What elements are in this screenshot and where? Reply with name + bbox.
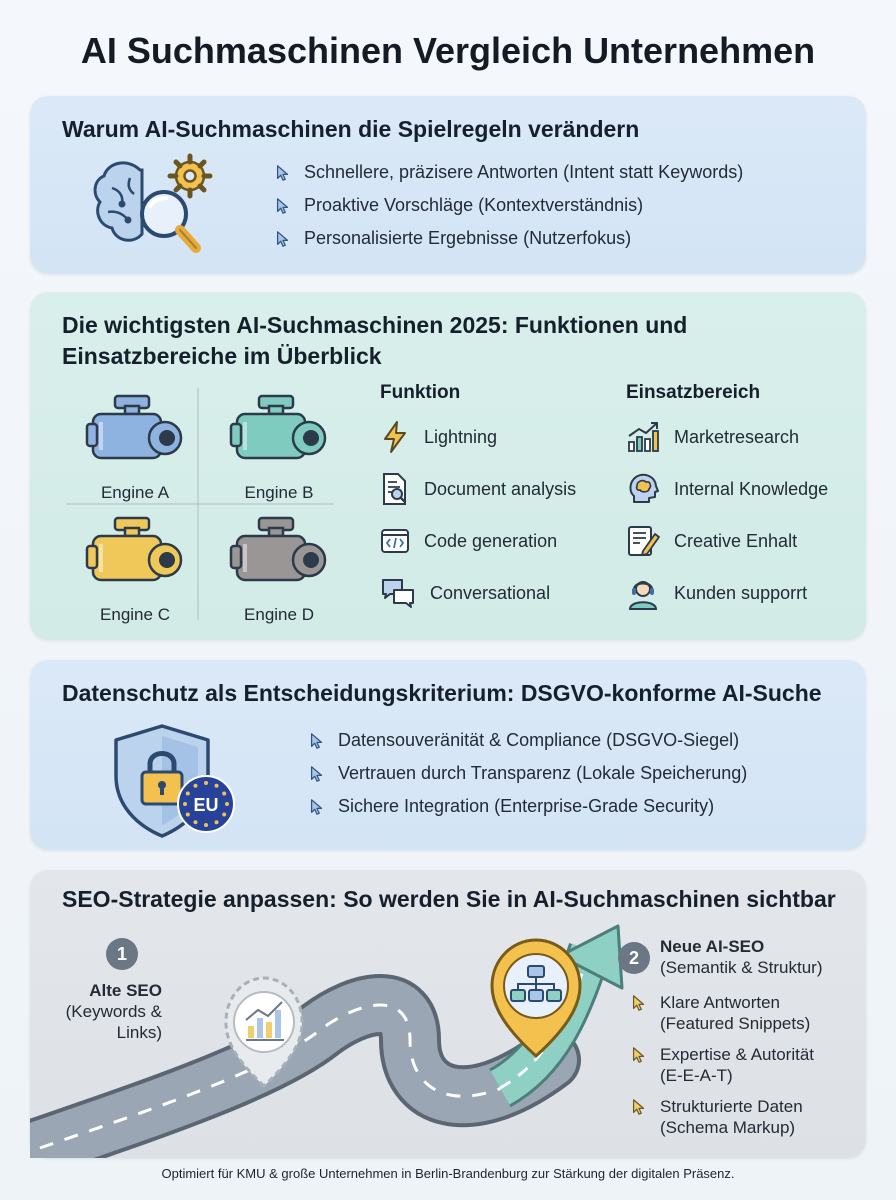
section-heading: Warum AI-Suchmaschinen die Spielregeln v… [62, 116, 640, 142]
list-item: Sichere Integration (Enterprise-Grade Se… [308, 790, 747, 823]
cursor-icon [630, 1046, 648, 1064]
privacy-list: Datensouveränität & Compliance (DSGVO-Si… [308, 724, 747, 823]
shield-lock-eu-icon: EU [114, 724, 235, 838]
list-item: Schnellere, präzisere Antworten (Intent … [274, 156, 743, 189]
usage-item: Internal Knowledge [626, 472, 828, 506]
engine-b-icon [229, 392, 329, 472]
list-item: Personalisierte Ergebnisse (Nutzerfokus) [274, 222, 743, 255]
list-item: Datensouveränität & Compliance (DSGVO-Si… [308, 724, 747, 757]
engine-label: Engine D [244, 605, 314, 624]
list-item: Proaktive Vorschläge (Kontextverständnis… [274, 189, 743, 222]
cursor-icon [630, 1098, 648, 1116]
function-header: Funktion [380, 382, 461, 403]
engine-c: Engine C [70, 514, 200, 625]
section-top-engines: Die wichtigsten AI-Suchmaschinen 2025: F… [30, 292, 866, 640]
document-pen-icon [628, 526, 660, 556]
bar-chart-icon [628, 422, 659, 452]
usage-item: Kunden supporrt [626, 576, 807, 610]
cursor-icon [274, 164, 292, 182]
engine-grid-lines [66, 388, 334, 620]
cursor-icon [308, 798, 326, 816]
chat-bubbles-icon [382, 579, 414, 608]
engine-label: Engine C [100, 605, 170, 624]
function-item: Conversational [380, 576, 550, 610]
code-window-icon [381, 529, 409, 553]
usage-item: Creative Enhalt [626, 524, 797, 558]
function-item: Lightning [380, 420, 497, 454]
cursor-icon [308, 765, 326, 783]
function-item: Document analysis [380, 472, 576, 506]
benefit-list: Schnellere, präzisere Antworten (Intent … [274, 156, 743, 255]
document-search-icon [383, 473, 406, 505]
step-2-badge: 2 [618, 942, 650, 974]
engine-b: Engine B [214, 392, 344, 503]
list-item: Vertrauen durch Transparenz (Lokale Spei… [308, 757, 747, 790]
new-seo-text: Neue AI-SEO (Semantik & Struktur) [660, 937, 823, 977]
function-item: Code generation [380, 524, 557, 558]
seo-item: Strukturierte Daten (Schema Markup) [630, 1096, 803, 1138]
cursor-icon [274, 230, 292, 248]
seo-item: Klare Antworten (Featured Snippets) [630, 992, 810, 1034]
section-heading: SEO-Strategie anpassen: So werden Sie in… [62, 886, 836, 912]
head-brain-icon [629, 473, 659, 503]
cursor-icon [274, 197, 292, 215]
engine-a-icon [85, 392, 185, 472]
engine-label: Engine B [244, 483, 314, 502]
roadmap-illustration [30, 924, 624, 1158]
growth-chart-icon [245, 1001, 284, 1041]
footer-note: Optimiert für KMU & große Unternehmen in… [161, 1166, 735, 1181]
cursor-icon [630, 994, 648, 1012]
brain-gear-magnifier-icon [93, 153, 213, 253]
section-heading: Datenschutz als Entscheidungskriterium: … [62, 680, 822, 706]
usage-item: Marketresearch [626, 420, 799, 454]
engine-label: Engine A [100, 483, 170, 502]
engine-a: Engine A [70, 392, 200, 503]
cursor-icon [308, 732, 326, 750]
headset-agent-icon [628, 581, 658, 610]
old-seo-text: Alte SEO (Keywords & Links) [65, 981, 162, 1042]
engine-d: Engine D [214, 514, 344, 625]
engine-d-icon [229, 514, 329, 594]
seo-item: Expertise & Autorität (E-E-A-T) [630, 1044, 814, 1086]
page-title: AI Suchmaschinen Vergleich Unternehmen [80, 30, 816, 71]
section-why-ai-search: Warum AI-Suchmaschinen die Spielregeln v… [30, 96, 866, 274]
section-heading: Die wichtigsten AI-Suchmaschinen 2025: F… [62, 312, 688, 369]
step-1-badge: 1 [106, 938, 138, 970]
engine-c-icon [85, 514, 185, 594]
usage-header: Einsatzbereich [626, 382, 761, 403]
lightning-icon [384, 421, 406, 453]
section-seo-strategy: SEO-Strategie anpassen: So werden Sie in… [30, 870, 866, 1158]
hierarchy-structure-icon [510, 965, 562, 1002]
eu-badge-label: EU [193, 795, 218, 815]
section-privacy: Datenschutz als Entscheidungskriterium: … [30, 660, 866, 850]
